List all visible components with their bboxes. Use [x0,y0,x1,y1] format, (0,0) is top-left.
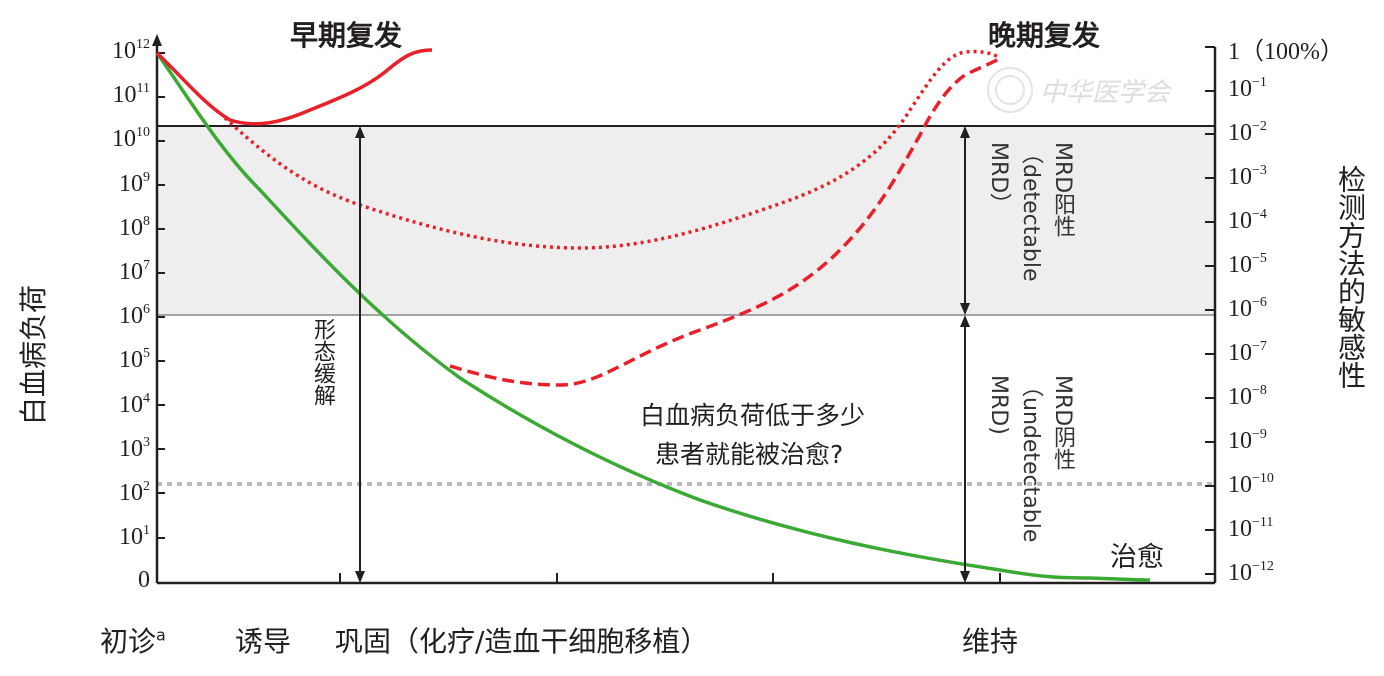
left-tick-label: 0 [138,567,150,594]
left-tick-label: 105 [119,346,150,374]
question-line-1: 白血病负荷低于多少 [640,401,866,430]
right-tick-label: 10−8 [1228,383,1267,410]
left-tick-label: 106 [119,302,150,330]
right-tick-label: 10−7 [1228,339,1267,366]
right-axis-label: 检测方法的敏感性 [1334,165,1367,389]
right-tick-label: 10−10 [1228,471,1274,498]
diagnosis-footnote-mark: a [156,625,166,645]
right-tick-label: 1（100%） [1228,39,1344,65]
left-tick-label: 109 [119,169,150,197]
left-axis-arrow-icon [152,34,162,46]
axis-ticks [157,46,1215,583]
right-tick-label: 10−6 [1228,295,1267,322]
morphologic-remission-label: 形态缓解 [310,318,335,406]
left-tick-label: 1011 [112,81,150,109]
left-tick-label: 103 [119,434,150,462]
phase-maintenance: 维持 [962,625,1019,658]
right-tick-label: 10−4 [1228,207,1267,234]
left-tick-label: 102 [119,479,150,506]
early-relapse-curve [155,48,433,126]
right-tick-label: 10−1 [1228,75,1267,102]
early-relapse-title: 早期复发 [290,19,403,52]
right-tick-label: 10−11 [1228,515,1274,542]
phase-diagnosis: 初诊a [100,620,166,660]
phase-induction: 诱导 [235,625,292,658]
late-relapse-undetectable-curve [449,56,1002,387]
watermark: 中华医学会 [1040,78,1171,108]
left-tick-label: 104 [119,390,150,418]
morphologic-remission-arrow [355,126,365,583]
right-tick-label: 10−5 [1228,251,1267,278]
watermark-seal-icon [987,67,1033,113]
left-tick-label: 101 [119,523,150,551]
cure-label: 治愈 [1110,542,1164,573]
mrd-detectable-band [157,126,1215,315]
left-tick-label: 107 [119,258,150,285]
late-relapse-title: 晚期复发 [988,19,1101,52]
remission-cure-curve [155,51,1151,582]
left-tick-label: 108 [119,213,150,241]
left-axis-label: 白血病负荷 [17,284,50,425]
right-tick-label: 10−12 [1228,559,1274,586]
right-tick-label: 10−9 [1228,427,1267,454]
right-tick-label: 10−2 [1228,119,1267,146]
mrd-negative-label: MRD阴性（undetectable MRD) [986,375,1075,543]
left-tick-label: 1010 [112,125,150,153]
mrd-positive-arrow [960,126,970,315]
phase-diagnosis-text: 初诊 [100,625,157,658]
left-tick-label: 1012 [112,37,150,64]
question-line-2: 患者就能被治愈? [655,440,844,469]
phase-consolidation: 巩固（化疗/造血干细胞移植） [335,625,709,658]
mrd-negative-arrow [960,315,970,583]
right-tick-label: 10−3 [1228,163,1267,190]
mrd-positive-label: MRD阳性（detectable MRD） [986,142,1075,282]
